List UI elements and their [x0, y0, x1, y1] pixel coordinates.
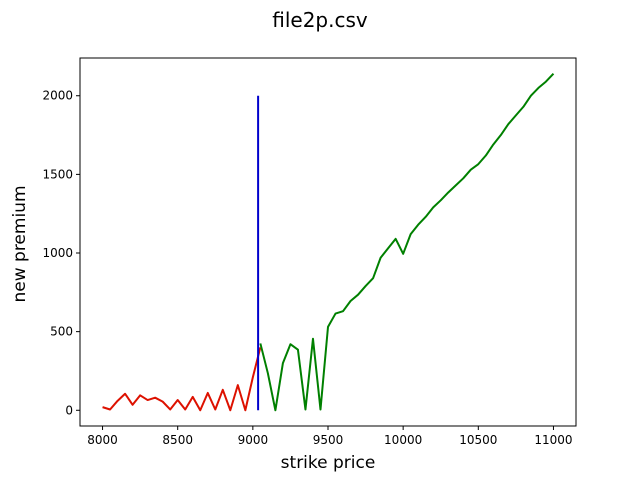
y-tick-label: 500: [50, 325, 73, 339]
x-tick-label: 9000: [238, 433, 269, 447]
x-tick-label: 10500: [459, 433, 497, 447]
y-tick-label: 1500: [42, 167, 73, 181]
chart-title: file2p.csv: [272, 8, 368, 32]
x-axis-label: strike price: [280, 453, 376, 473]
x-tick-label: 9500: [313, 433, 344, 447]
series-line-2: [259, 73, 555, 412]
x-tick-label: 10000: [384, 433, 422, 447]
y-tick-label: 0: [65, 403, 73, 417]
x-tick-label: 8500: [162, 433, 193, 447]
y-axis-label: new premium: [10, 185, 30, 303]
y-tick-label: 1000: [42, 246, 73, 260]
axes-frame: [79, 57, 577, 427]
x-tick-label: 8000: [87, 433, 118, 447]
y-tick-label: 2000: [42, 89, 73, 103]
series-line-1: [102, 347, 262, 412]
x-tick-label: 11000: [534, 433, 572, 447]
